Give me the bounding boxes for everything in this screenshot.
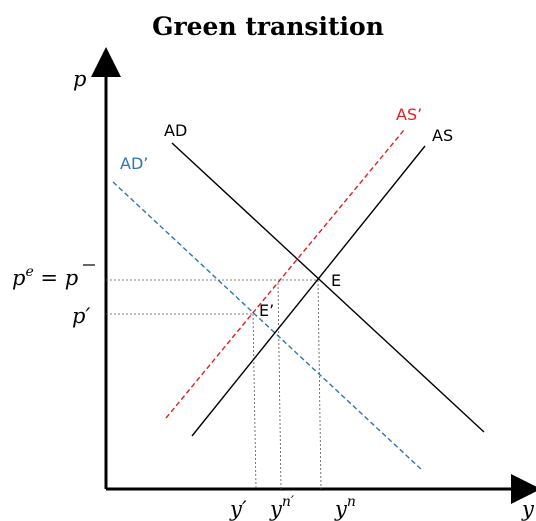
- guide-yn-vertical: [317, 279, 322, 490]
- ad-prime-label: AD’: [120, 154, 148, 173]
- as-label: AS: [432, 126, 453, 145]
- pe-tick-label: pe = p: [12, 264, 78, 290]
- yn-tick-label: yn: [334, 494, 356, 521]
- ad-label: AD: [164, 121, 187, 140]
- guide-lines: [106, 279, 322, 490]
- ad-prime-curve: [112, 181, 423, 471]
- diagram-title: Green transition: [152, 12, 384, 41]
- x-axis-label: y: [521, 497, 535, 521]
- y-prime-tick-label: y′: [229, 497, 247, 521]
- as-prime-label: AS’: [396, 105, 422, 124]
- p-prime-tick-label: p′: [72, 304, 90, 328]
- equilibrium-e-label: E: [331, 271, 341, 290]
- yn-prime-tick-label: yn′: [269, 494, 295, 521]
- y-axis-label: p: [73, 67, 86, 91]
- as-curve: [191, 145, 426, 437]
- guide-y-prime-vertical: [252, 313, 257, 490]
- guide-yn-prime-vertical: [277, 282, 282, 490]
- as-prime-curve: [165, 129, 405, 419]
- equilibrium-e-prime-label: E’: [259, 301, 274, 320]
- ad-curve: [171, 142, 485, 433]
